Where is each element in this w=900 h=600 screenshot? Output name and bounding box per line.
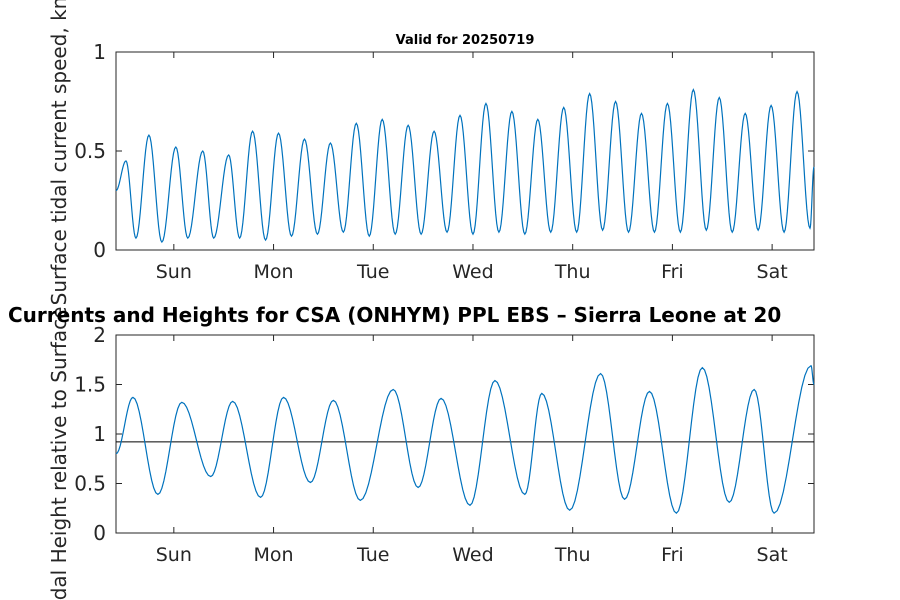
tidal-height-y-axis-label: Tidal Height relative to Surface (47, 307, 71, 600)
current-speed-x-tick-label: Thu (554, 261, 591, 283)
tidal-height-plot-area (115, 334, 815, 534)
tidal-height-x-tick-label: Fri (661, 544, 684, 566)
tidal-height-x-tick-label: Sun (156, 544, 192, 566)
tidal-height-x-tick-label: Wed (452, 544, 493, 566)
current-speed-y-axis-label: Surface tidal current speed, kn (47, 0, 71, 305)
current-speed-x-tick-label: Tue (356, 261, 389, 283)
tidal-height-chart: 0 0.5 1 1.5 2 Sun Mon Tue Wed Thu Fri Sat Tidal He… (8, 303, 815, 600)
tidal-height-y-tick-label: 1.5 (74, 373, 106, 397)
tidal-height-chart-title: Currents and Heights for CSA (ONHYM) PPL… (8, 303, 781, 327)
current-speed-chart: Valid for 20250719 00.51 Sun Mon Tue Wed Thu… (47, 0, 815, 305)
tidal-height-y-tick-label: 0.5 (74, 472, 106, 496)
current-speed-y-tick-label: 0 (93, 238, 106, 262)
tidal-height-y-tick-label: 1 (93, 422, 106, 446)
tidal-height-x-axis: Sun Mon Tue Wed Thu Fri Sat (156, 335, 788, 566)
current-speed-x-axis: Sun Mon Tue Wed Thu Fri Sat (156, 52, 788, 283)
current-speed-x-tick-label: Sun (156, 261, 192, 283)
tidal-height-y-axis: 0 0.5 1 1.5 2 (74, 323, 814, 545)
tidal-height-x-tick-label: Mon (254, 544, 294, 566)
current-speed-chart-title: Valid for 20250719 (396, 33, 535, 48)
tidal-height-series-line (115, 364, 815, 515)
current-speed-x-tick-label: Fri (661, 261, 684, 283)
current-speed-y-tick-label: 0.5 (74, 139, 106, 163)
tidal-height-x-tick-label: Tue (356, 544, 389, 566)
current-speed-x-tick-label: Mon (254, 261, 294, 283)
tidal-height-y-tick-label: 2 (93, 323, 106, 347)
tidal-height-y-tick-label: 0 (93, 521, 106, 545)
tidal-height-x-tick-label: Thu (554, 544, 591, 566)
current-speed-series-line (115, 88, 815, 244)
current-speed-y-tick-label: 1 (93, 40, 106, 64)
current-speed-x-tick-label: Wed (452, 261, 493, 283)
current-speed-y-axis: 00.51 (74, 40, 814, 262)
tidal-height-x-tick-label: Sat (757, 544, 788, 566)
current-speed-x-tick-label: Sat (757, 261, 788, 283)
